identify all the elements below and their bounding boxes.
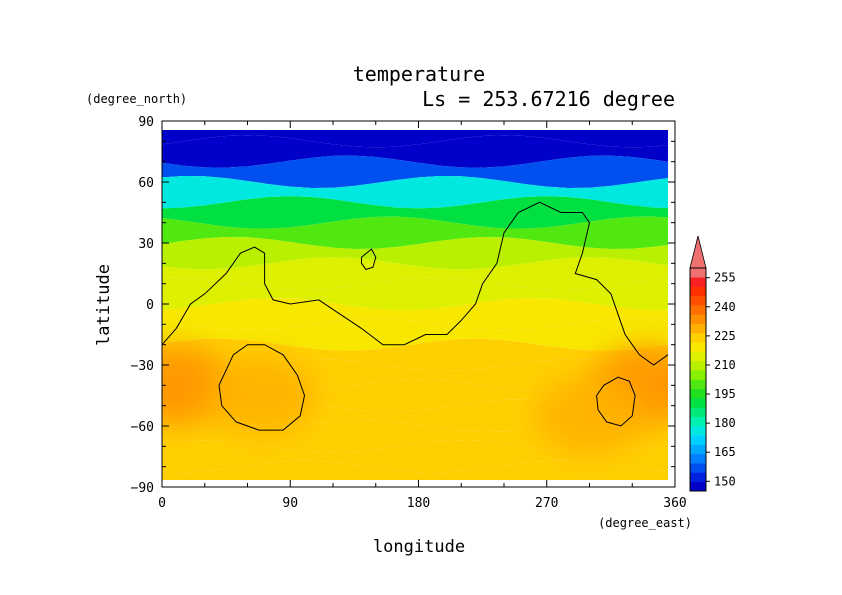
colorbar: 150 165 180 195 210 225 240 255 bbox=[689, 235, 736, 492]
colorbar-frame bbox=[689, 267, 707, 492]
colorbar-segment bbox=[690, 360, 706, 371]
temperature-band bbox=[162, 277, 668, 311]
colorbar-label: 195 bbox=[714, 387, 736, 401]
temperature-band bbox=[162, 175, 668, 209]
colorbar-segment bbox=[690, 268, 706, 278]
colorbar-segment bbox=[690, 351, 706, 362]
colorbar-segment bbox=[690, 481, 706, 492]
y-tick-label: 60 bbox=[138, 176, 154, 191]
y-tick-label: 30 bbox=[138, 237, 154, 252]
colorbar-segment bbox=[690, 277, 706, 287]
y-tick-label: −30 bbox=[131, 359, 154, 374]
x-units-label: (degree_east) bbox=[598, 516, 692, 530]
y-axis-title: latitude bbox=[94, 264, 114, 346]
contour-line bbox=[596, 376, 636, 427]
temperature-band bbox=[162, 338, 668, 372]
warm-region bbox=[206, 355, 317, 436]
x-tick-label: 180 bbox=[407, 496, 430, 511]
colorbar-segment bbox=[690, 370, 706, 380]
temperature-band bbox=[162, 216, 668, 250]
colorbar-segment bbox=[690, 444, 706, 455]
temperature-band bbox=[162, 236, 668, 270]
temperature-band bbox=[162, 155, 668, 189]
colorbar-label: 165 bbox=[714, 445, 736, 459]
colorbar-segment bbox=[690, 286, 706, 297]
temperature-band bbox=[162, 379, 668, 412]
x-tick-label: 270 bbox=[535, 496, 558, 511]
colorbar-segment bbox=[690, 453, 706, 464]
y-tick-label: −90 bbox=[131, 481, 154, 496]
colorbar-extend-arrow bbox=[689, 235, 707, 269]
colorbar-segment bbox=[690, 342, 706, 352]
warm-regions bbox=[162, 345, 668, 456]
colorbar-segment bbox=[690, 416, 706, 427]
y-axis-ticks: 90 60 30 0 −30 −60 −90 bbox=[131, 115, 675, 496]
colorbar-segment bbox=[690, 323, 706, 334]
colorbar-segment bbox=[690, 305, 706, 315]
colorbar-segment bbox=[690, 388, 706, 399]
x-tick-label: 90 bbox=[282, 496, 298, 511]
colorbar-segment bbox=[690, 398, 706, 408]
temperature-band bbox=[162, 297, 668, 331]
colorbar-label: 225 bbox=[714, 329, 736, 343]
colorbar-segment bbox=[690, 472, 706, 483]
x-tick-label: 360 bbox=[663, 496, 686, 511]
colorbar-label: 180 bbox=[714, 416, 736, 430]
plot-area bbox=[162, 130, 668, 480]
colorbar-segment bbox=[690, 407, 706, 417]
temperature-band bbox=[162, 440, 668, 473]
colorbar-segment bbox=[690, 333, 706, 343]
contour-line bbox=[218, 344, 306, 431]
temperature-band bbox=[162, 460, 668, 480]
contour-line bbox=[162, 201, 668, 366]
x-axis-title: longitude bbox=[373, 537, 465, 557]
y-tick-label: −60 bbox=[131, 420, 154, 435]
x-tick-label: 0 bbox=[158, 496, 166, 511]
chart-subtitle: Ls = 253.67216 degree bbox=[422, 87, 675, 111]
colorbar-segment bbox=[690, 435, 706, 445]
x-axis-ticks: 0 90 180 270 360 bbox=[158, 121, 687, 511]
y-units-label: (degree_north) bbox=[86, 92, 187, 106]
temperature-band bbox=[162, 130, 668, 148]
colorbar-segment bbox=[690, 463, 706, 473]
topography-contours bbox=[162, 201, 668, 431]
temperature-band bbox=[162, 135, 668, 168]
y-tick-label: 0 bbox=[146, 298, 154, 313]
colorbar-label: 150 bbox=[714, 474, 736, 488]
colorbar-segment bbox=[690, 314, 706, 325]
colorbar-segment bbox=[690, 425, 706, 436]
colorbar-label: 240 bbox=[714, 300, 736, 314]
temperature-band bbox=[162, 318, 668, 351]
y-tick-label: 90 bbox=[138, 115, 154, 130]
contour-line bbox=[361, 248, 377, 270]
warm-region bbox=[534, 375, 645, 456]
chart-title: temperature bbox=[353, 62, 485, 86]
colorbar-label: 255 bbox=[714, 271, 736, 285]
temperature-band bbox=[162, 196, 668, 229]
colorbar-segment bbox=[690, 295, 706, 306]
colorbar-label: 210 bbox=[714, 358, 736, 372]
colorbar-segment bbox=[690, 379, 706, 390]
temperature-band bbox=[162, 257, 668, 290]
